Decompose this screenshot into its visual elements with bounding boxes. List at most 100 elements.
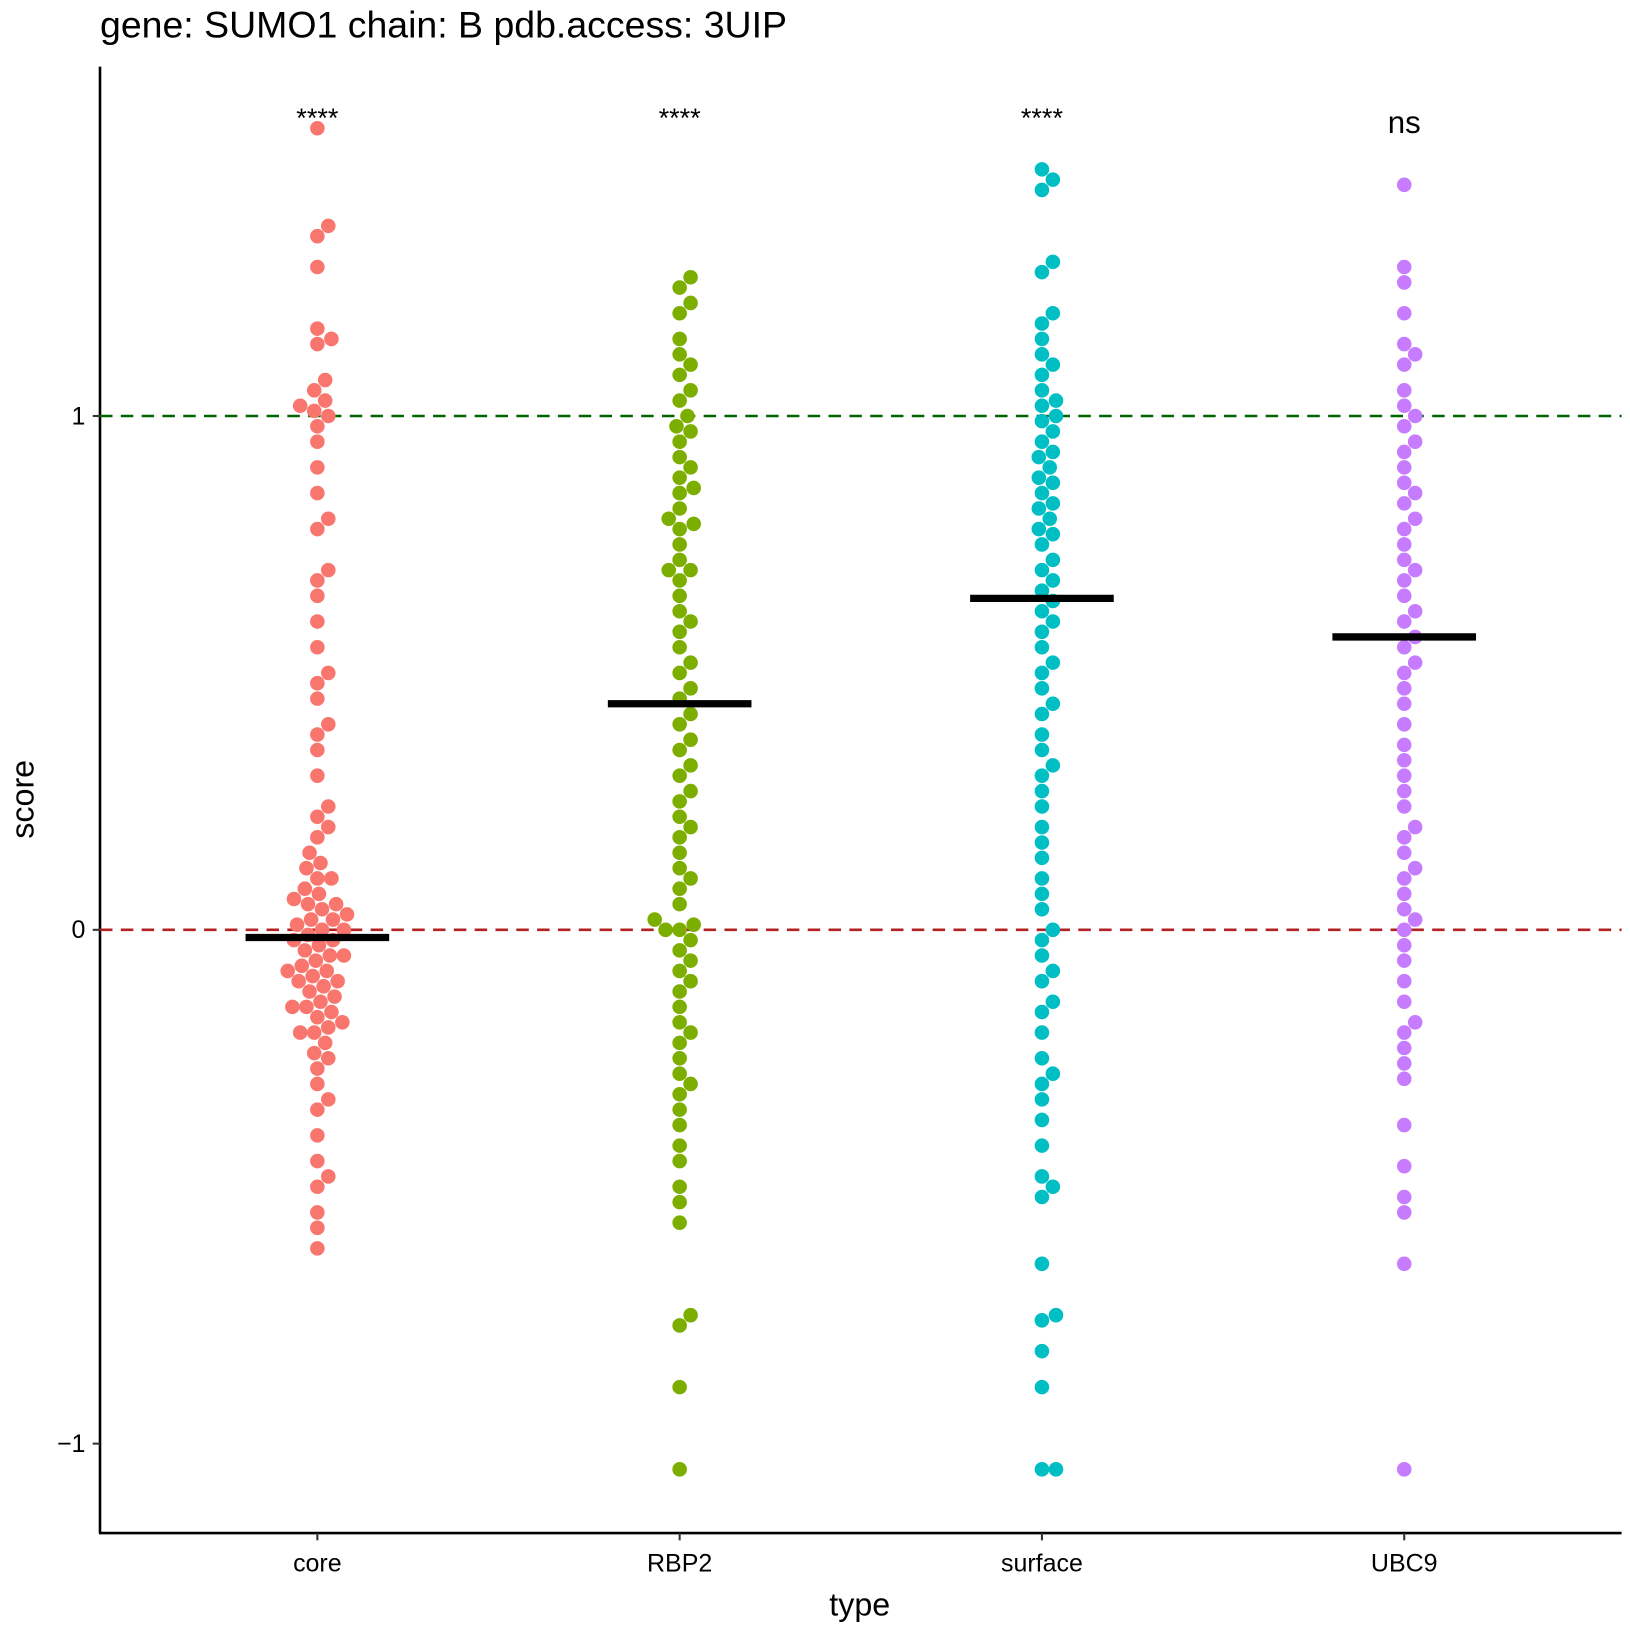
data-point bbox=[1034, 886, 1050, 902]
data-point bbox=[672, 1215, 687, 1230]
data-point bbox=[1034, 706, 1050, 722]
data-point bbox=[1396, 665, 1412, 681]
data-point bbox=[672, 860, 687, 876]
data-point bbox=[1031, 521, 1047, 537]
data-point bbox=[299, 860, 314, 876]
data-point bbox=[321, 218, 336, 234]
data-point bbox=[1034, 973, 1050, 989]
data-point bbox=[1034, 1313, 1050, 1328]
data-point bbox=[310, 1128, 325, 1143]
data-point bbox=[1407, 860, 1423, 876]
data-point bbox=[672, 896, 687, 912]
data-point bbox=[336, 948, 352, 963]
data-point bbox=[683, 655, 698, 670]
data-point bbox=[672, 830, 687, 845]
data-point bbox=[1396, 336, 1412, 352]
data-point bbox=[672, 1379, 687, 1395]
data-point bbox=[1396, 418, 1412, 434]
data-point bbox=[310, 1076, 325, 1092]
data-point bbox=[1396, 275, 1412, 290]
data-point bbox=[321, 717, 336, 732]
data-point bbox=[1034, 1138, 1050, 1153]
data-point bbox=[1034, 1169, 1050, 1184]
data-point bbox=[310, 1205, 325, 1220]
data-point bbox=[672, 552, 687, 568]
data-point bbox=[672, 1050, 687, 1066]
data-point bbox=[321, 1169, 336, 1184]
data-point bbox=[324, 871, 339, 886]
data-point bbox=[1396, 922, 1412, 938]
data-point bbox=[310, 228, 325, 244]
data-point bbox=[310, 418, 325, 434]
data-point bbox=[310, 871, 325, 886]
data-point bbox=[325, 912, 341, 927]
data-point bbox=[1396, 444, 1412, 460]
data-point bbox=[1034, 1462, 1050, 1477]
data-point bbox=[1407, 1015, 1423, 1030]
data-point bbox=[672, 434, 687, 449]
data-point bbox=[1034, 639, 1050, 655]
data-point bbox=[310, 1153, 325, 1169]
data-point bbox=[672, 999, 687, 1015]
data-point bbox=[330, 973, 345, 989]
data-point bbox=[1407, 347, 1423, 362]
data-point bbox=[310, 460, 325, 475]
data-point bbox=[672, 1015, 687, 1030]
data-point bbox=[310, 336, 325, 352]
data-point bbox=[1396, 1256, 1412, 1272]
data-point bbox=[1034, 1092, 1050, 1107]
data-point bbox=[1045, 696, 1061, 712]
data-point bbox=[683, 871, 698, 886]
data-point bbox=[1034, 264, 1050, 280]
data-point bbox=[1034, 316, 1050, 331]
data-point bbox=[305, 968, 320, 984]
data-point bbox=[1396, 1158, 1412, 1174]
data-point bbox=[1396, 737, 1412, 753]
data-point bbox=[310, 521, 325, 537]
data-point bbox=[1396, 537, 1412, 552]
data-point bbox=[1031, 449, 1047, 465]
data-point bbox=[319, 963, 335, 979]
data-point bbox=[683, 357, 698, 372]
data-point bbox=[1396, 639, 1412, 655]
data-point bbox=[1048, 393, 1064, 408]
data-point bbox=[1048, 408, 1064, 424]
data-point bbox=[1396, 1025, 1412, 1040]
data-point bbox=[302, 984, 317, 999]
data-point bbox=[672, 1117, 687, 1133]
data-point bbox=[1034, 768, 1050, 783]
data-point bbox=[672, 367, 687, 383]
data-point bbox=[683, 295, 698, 311]
data-point bbox=[297, 881, 313, 897]
data-point bbox=[672, 984, 687, 999]
y-tick-label: 1 bbox=[72, 402, 86, 430]
data-point bbox=[285, 999, 300, 1015]
data-point bbox=[310, 485, 325, 501]
data-point bbox=[683, 932, 698, 948]
data-point bbox=[1034, 665, 1050, 681]
data-point bbox=[310, 675, 325, 691]
data-point bbox=[1396, 799, 1412, 814]
data-point bbox=[1045, 922, 1061, 938]
data-point bbox=[1045, 475, 1061, 491]
data-point bbox=[1396, 937, 1412, 953]
data-point bbox=[302, 845, 317, 861]
data-point bbox=[1045, 573, 1061, 588]
data-point bbox=[335, 1015, 350, 1030]
data-point bbox=[1034, 799, 1050, 814]
data-point bbox=[299, 999, 314, 1015]
data-point bbox=[1045, 496, 1061, 511]
data-point bbox=[1396, 886, 1412, 902]
data-point bbox=[683, 706, 698, 722]
data-point bbox=[321, 1092, 336, 1107]
data-point bbox=[1045, 254, 1061, 270]
data-point bbox=[1396, 496, 1412, 511]
data-point bbox=[300, 896, 316, 912]
data-point bbox=[672, 501, 687, 516]
data-point bbox=[292, 1025, 308, 1040]
data-point bbox=[317, 1035, 333, 1051]
chart-title: gene: SUMO1 chain: B pdb.access: 3UIP bbox=[100, 3, 787, 45]
data-point bbox=[1396, 901, 1412, 917]
data-point bbox=[327, 989, 342, 1004]
